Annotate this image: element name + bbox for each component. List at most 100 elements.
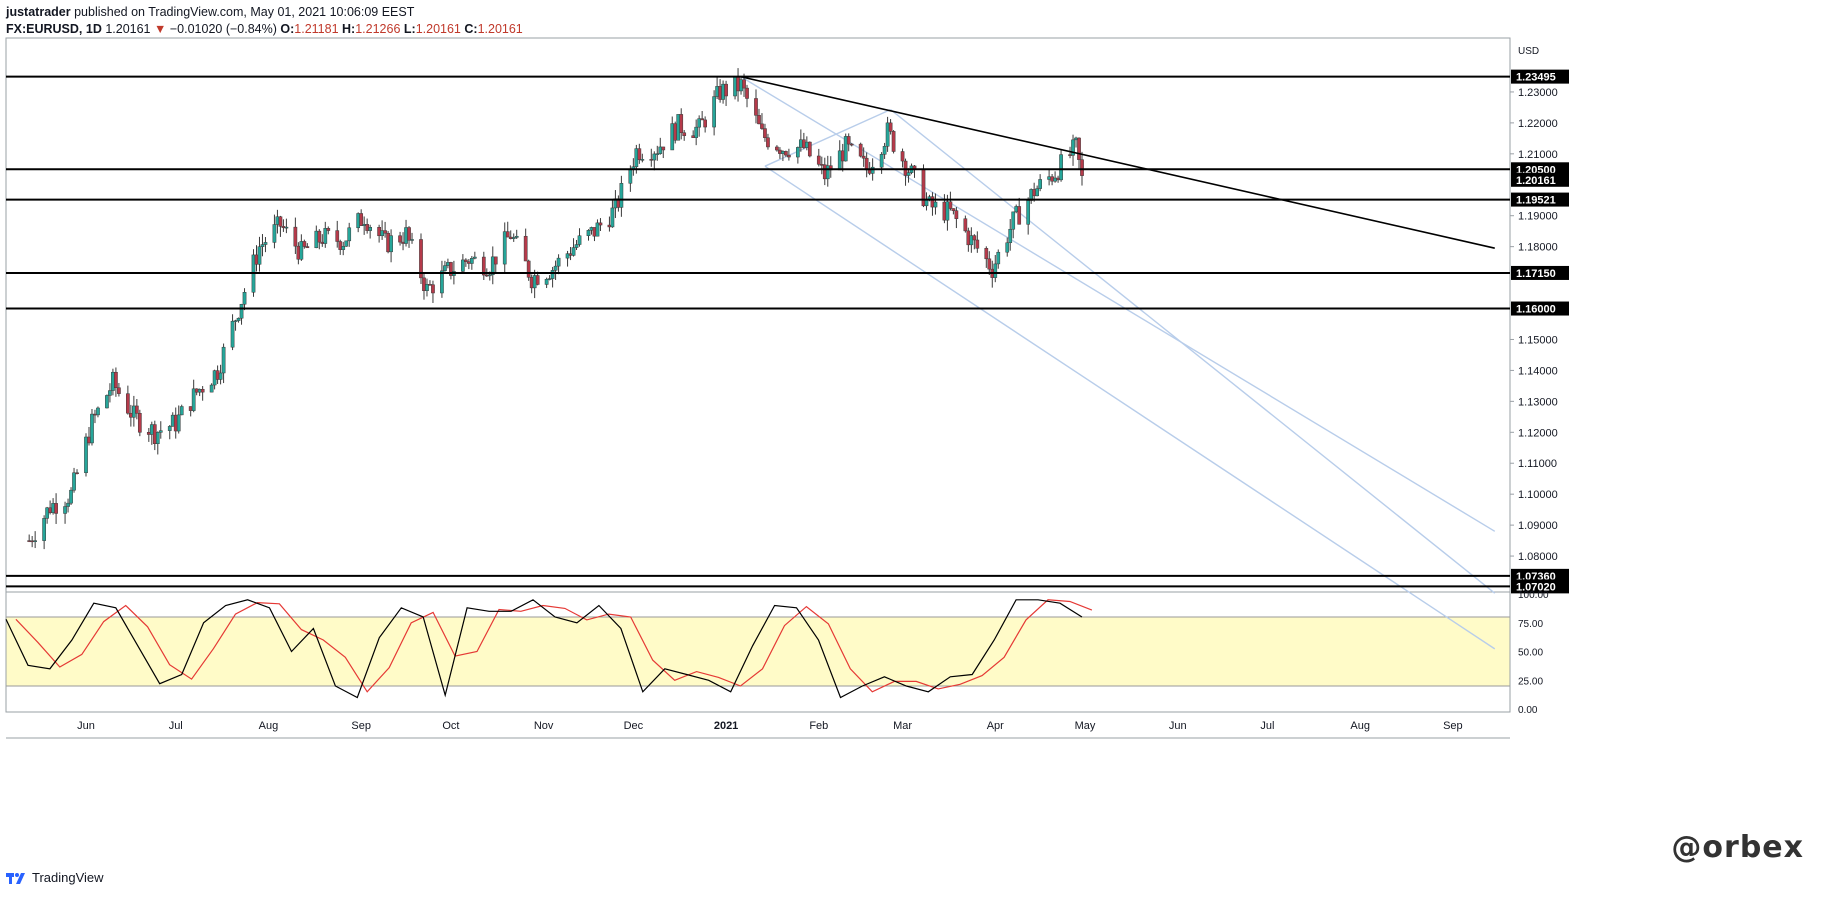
candle-body [568,253,573,256]
candle [281,219,286,232]
candle-body [338,241,343,250]
candle-body [335,230,340,242]
candle [757,108,761,125]
candle-body [640,159,645,161]
candle [1038,174,1042,192]
candle-body [819,164,824,166]
candle [188,406,193,417]
level-tag-5 [1511,568,1569,583]
candle-body [484,274,489,277]
candle [117,382,121,397]
candle [152,420,157,451]
candle-body [984,248,989,260]
candle [945,194,950,231]
footer: TradingView [6,870,104,885]
candle [212,369,217,390]
candle [1008,219,1013,251]
candle [431,280,435,303]
candle [613,190,618,219]
x-tick-label: Aug [259,720,279,732]
level-label-4: 1.16000 [1516,304,1556,316]
candle-body [152,424,157,444]
tradingview-brand[interactable]: TradingView [32,870,104,885]
y-tick-label: 1.22000 [1518,118,1558,130]
candle [640,153,645,163]
author-name[interactable]: justatrader [6,5,71,19]
candle-body [733,76,737,97]
candle [469,255,474,270]
candle-body [1074,137,1078,141]
candle [553,260,558,280]
candle [861,147,866,167]
candle [108,383,112,403]
candle-body [679,114,684,134]
candle [912,165,917,178]
candle [972,234,977,250]
candle [888,119,893,135]
candle-body [900,151,905,162]
candle [449,261,453,280]
candle-body [212,370,217,386]
x-tick-label: Sep [1443,720,1463,732]
candle [975,231,980,253]
candle [963,215,968,233]
candle [885,116,890,152]
candle [745,84,749,108]
candle-body [1080,159,1084,176]
candle [637,143,642,164]
candle-body [129,412,133,418]
candle-body [801,139,806,148]
candle-body [134,405,139,414]
stoch-tick-label: 75.00 [1518,619,1543,630]
candle [903,158,908,186]
candle [658,137,663,155]
candle-body [146,432,151,435]
candle [781,150,785,162]
candle [718,79,722,103]
tradingview-logo-icon [6,872,25,884]
level-tag-0 [1511,69,1569,84]
candle-body [571,247,576,256]
level-tag-3 [1511,265,1569,280]
stoch-band-layer [6,616,1510,687]
candle [215,365,220,384]
candle [305,243,310,249]
y-tick-label: 1.11000 [1518,458,1557,470]
candle [556,254,561,275]
candle-body [173,414,178,432]
candle [807,141,812,158]
candle [419,233,423,285]
candle [149,421,154,445]
candle-body [592,227,597,237]
candle [239,303,244,325]
y-tick-label: 1.08000 [1518,551,1558,563]
candle-body [816,155,821,165]
candle [443,260,447,272]
candle [257,236,262,272]
candle [422,273,426,300]
candle-body [472,256,477,259]
candle [921,164,926,208]
candle-body [84,436,88,474]
candle [158,421,163,439]
candle-body [341,245,346,250]
candle-body [867,169,872,174]
candle-body [712,96,716,128]
candle-body [257,246,262,265]
stoch-band [6,617,1510,686]
candle [341,241,346,256]
candle [42,515,46,550]
candle [993,254,998,283]
candle-body [661,146,666,151]
candle-body [942,201,947,221]
candle-body [775,146,779,151]
candle-body [96,407,100,416]
candle [837,140,842,171]
candle [736,68,740,102]
x-tick-label: Nov [534,720,554,732]
candle [275,209,280,234]
candle-body [66,502,70,507]
candle-body [676,114,681,141]
candle [649,148,654,167]
